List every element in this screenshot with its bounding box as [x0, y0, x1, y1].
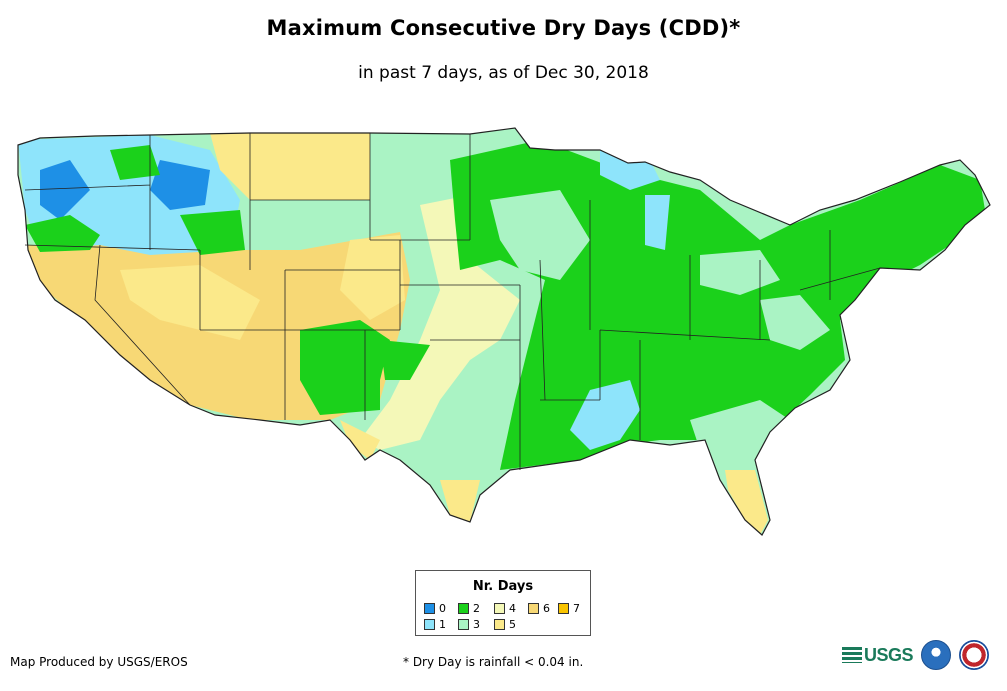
legend-swatch-1: [424, 619, 435, 630]
northwest-2day-area: [25, 145, 245, 255]
plains-4day-band: [360, 195, 520, 450]
legend-swatch-5: [494, 619, 505, 630]
legend-swatch-4: [494, 603, 505, 614]
legend-item-6: 6: [528, 602, 550, 615]
legend-label-1: 1: [439, 618, 446, 631]
map-title: Maximum Consecutive Dry Days (CDD)*: [266, 16, 741, 40]
legend-swatch-6: [528, 603, 539, 614]
nws-logo-icon: [959, 640, 990, 670]
us-dry-days-map: [17, 127, 991, 536]
legend-title: Nr. Days: [472, 579, 534, 594]
legend-item-7: 7: [558, 602, 580, 615]
legend-item-2: 2: [458, 602, 480, 615]
florida-5day-area: [725, 470, 768, 535]
map-subtitle: in past 7 days, as of Dec 30, 2018: [358, 63, 649, 83]
legend-swatch-2: [458, 603, 469, 614]
northwest-0day-area: [40, 160, 210, 220]
legend-swatch-7: [558, 603, 569, 614]
legend-item-3: 3: [458, 618, 480, 631]
us-outline: [17, 127, 991, 536]
map-credit: Map Produced by USGS/EROS: [10, 655, 188, 669]
lower-mississippi-1day-area: [570, 380, 640, 450]
noaa-logo-icon: [921, 640, 952, 670]
great-lakes-1day-area: [600, 150, 670, 250]
usgs-logo: USGS: [842, 644, 914, 666]
legend-label-0: 0: [439, 602, 446, 615]
legend-label-6: 6: [543, 602, 550, 615]
agency-logos: USGS: [842, 640, 990, 670]
legend-item-0: 0: [424, 602, 446, 615]
legend-label-3: 3: [473, 618, 480, 631]
legend: Nr. Days 0 1 2 3 4 5 6 7: [415, 570, 591, 636]
legend-label-2: 2: [473, 602, 480, 615]
southwest-5day-area: [120, 235, 405, 340]
legend-swatch-0: [424, 603, 435, 614]
state-borders: [24, 133, 881, 470]
eastern-2day-area: [450, 140, 985, 470]
dry-day-footnote: * Dry Day is rainfall < 0.04 in.: [403, 655, 584, 669]
legend-label-7: 7: [573, 602, 580, 615]
legend-item-1: 1: [424, 618, 446, 631]
usgs-wave-icon: [842, 647, 862, 663]
legend-swatch-3: [458, 619, 469, 630]
usgs-logo-text: USGS: [864, 644, 914, 665]
south-texas-5day-area: [340, 420, 480, 522]
legend-label-5: 5: [509, 618, 516, 631]
midwest-3day-area: [490, 190, 830, 350]
legend-label-4: 4: [509, 602, 516, 615]
legend-item-4: 4: [494, 602, 516, 615]
legend-item-5: 5: [494, 618, 516, 631]
